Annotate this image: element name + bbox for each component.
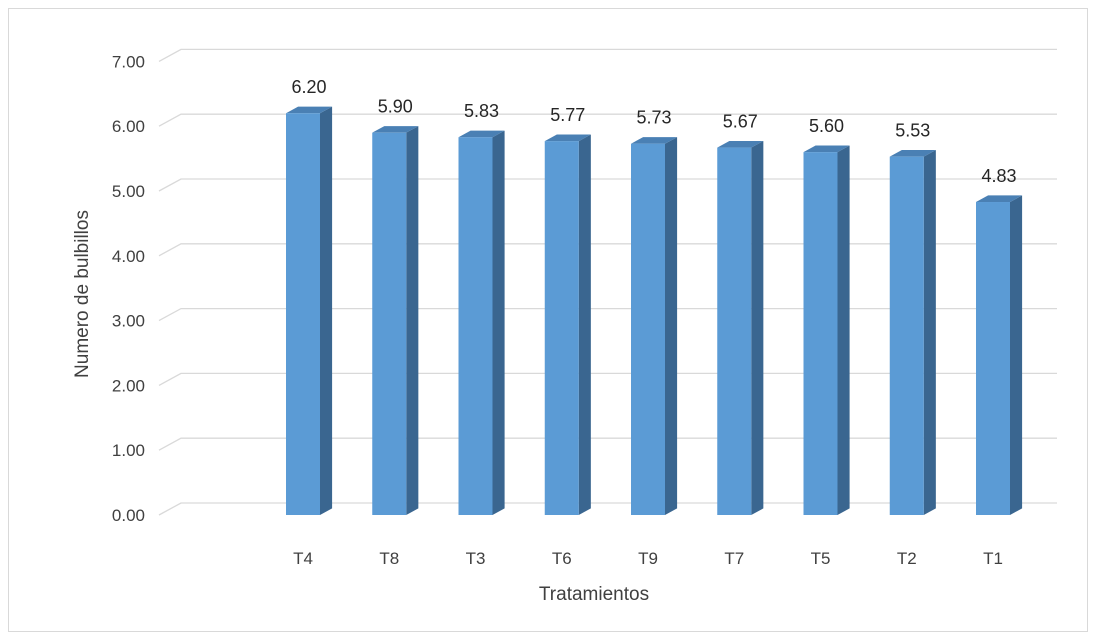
data-label: 5.67 [723,112,758,132]
data-label: 6.20 [291,77,326,97]
bar-t3 [458,130,505,515]
gridline [158,48,1057,62]
chart-frame: 0.00 1.00 2.00 3.00 4.00 5.00 6.00 7.00 6.20 5.9… [8,8,1088,632]
bar-front [286,113,320,516]
bar-t6 [544,134,591,515]
bar-t9 [631,137,678,516]
bars [286,106,1023,516]
data-label: 5.77 [550,105,585,125]
bar-top [458,130,505,138]
x-tick-label: T6 [552,549,572,568]
y-tick-label: 3.00 [112,312,145,331]
bar-top [372,126,419,133]
y-axis-ticks: 0.00 1.00 2.00 3.00 4.00 5.00 6.00 7.00 [112,52,145,525]
data-label: 5.83 [464,101,499,121]
bar-front [717,147,752,516]
x-tick-label: T3 [466,549,486,568]
bar-side [406,126,419,515]
bar-front [458,137,493,515]
y-tick-label: 1.00 [112,441,145,460]
y-axis-title: Numero de bulbillos [72,210,93,378]
x-tick-label: T8 [379,549,399,568]
y-tick-label: 2.00 [112,376,145,395]
bar-chart: 0.00 1.00 2.00 3.00 4.00 5.00 6.00 7.00 6.20 5.9… [72,48,1057,605]
gridlines [158,48,1057,516]
y-tick-label: 4.00 [112,247,145,266]
data-label: 4.83 [981,166,1016,186]
bar-front [976,202,1010,516]
bar-side [1010,195,1023,515]
bar-side [578,134,591,515]
gridline [158,372,1057,386]
gridline [158,307,1057,322]
bar-t1 [976,195,1023,516]
bar-top [889,150,936,157]
data-label: 5.60 [809,116,844,136]
bar-top [631,137,678,144]
x-tick-label: T1 [983,549,1003,568]
x-tick-label: T9 [638,549,658,568]
bar-front [803,152,838,515]
x-tick-label: T4 [293,549,313,568]
bar-side [665,137,678,515]
bar-t5 [803,145,850,515]
data-label: 5.53 [895,121,930,141]
y-tick-label: 7.00 [112,52,145,71]
x-tick-label: T2 [897,549,917,568]
bar-t7 [717,140,764,516]
bar-side [751,140,764,515]
y-tick-label: 0.00 [112,506,145,525]
bar-t8 [372,126,419,515]
bar-top [286,106,333,114]
x-tick-label: T5 [811,549,831,568]
data-label: 5.90 [378,97,413,117]
bar-top [976,195,1023,203]
data-label: 5.73 [636,108,671,128]
y-tick-label: 5.00 [112,182,145,201]
bar-side [320,106,333,515]
gridline [158,113,1057,127]
x-tick-label: T7 [724,549,744,568]
bar-top [803,145,850,153]
bar-front [544,141,579,515]
data-labels: 6.20 5.90 5.83 5.77 5.73 5.67 5.60 5.53 4.83 [291,77,1016,186]
bar-front [889,156,924,515]
bar-side [837,145,850,515]
bar-front [372,132,407,515]
gridline [158,243,1057,257]
bar-front [631,143,665,516]
bar-t2 [889,150,936,515]
bar-t4 [286,106,333,516]
x-axis-title: Tratamientos [539,584,649,605]
bar-side [492,130,505,515]
gridline [158,437,1057,451]
bar-top [717,140,764,148]
gridline [158,502,1057,516]
x-axis-ticks: T4 T8 T3 T6 T9 T7 T5 T2 T1 [293,549,1003,568]
y-tick-label: 6.00 [112,117,145,136]
bar-top [544,134,591,142]
gridline [158,178,1057,192]
bar-side [923,150,936,515]
